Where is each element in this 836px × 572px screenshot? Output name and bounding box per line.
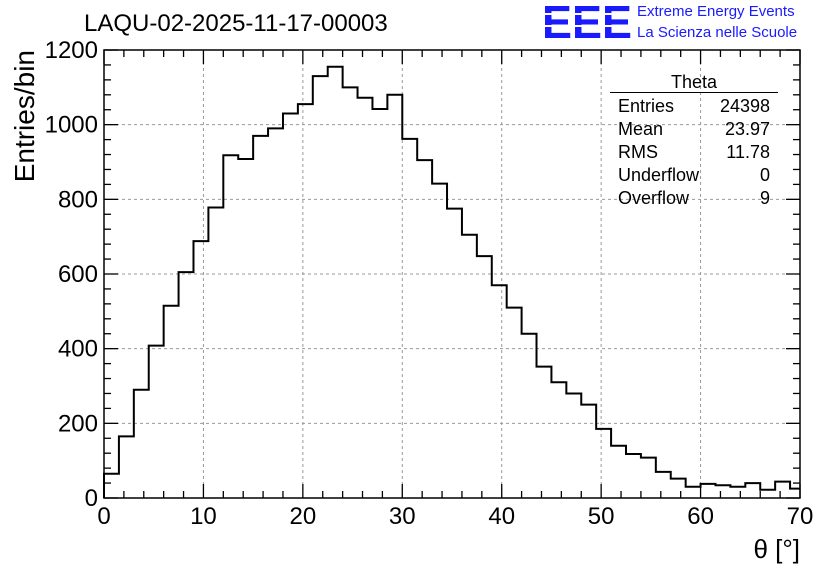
histogram-bin: [372, 109, 387, 498]
histogram-bin: [208, 208, 223, 498]
chart-title: LAQU-02-2025-11-17-00003: [84, 10, 388, 37]
x-tick-label: 70: [787, 503, 814, 530]
histogram-bin: [417, 160, 432, 498]
stats-label: Mean: [618, 119, 664, 139]
histogram-bin: [641, 458, 656, 498]
histogram-bin: [343, 87, 358, 498]
histogram-bin: [790, 489, 800, 498]
logo-line-1: Extreme Energy Events: [637, 3, 795, 20]
histogram-bin: [686, 487, 701, 498]
stats-value: 9: [759, 188, 770, 208]
x-tick-label: 20: [290, 503, 317, 530]
histogram-bin: [760, 490, 775, 498]
histogram-bin: [298, 104, 313, 498]
histogram-bin: [581, 405, 596, 498]
grid-lines: [104, 50, 800, 498]
tick-labels: 0 10 20 30 40 50 60 70 0 200 400 600 800 1000 1200: [45, 37, 814, 530]
histogram-bin: [179, 272, 194, 498]
stats-row-mean: Mean 23.97: [610, 118, 778, 141]
stats-row-overflow: Overflow 9: [610, 187, 778, 210]
histogram-bin: [701, 484, 716, 498]
stats-value: 11.78: [726, 142, 770, 162]
histogram-bin: [626, 454, 641, 498]
stats-row-underflow: Underflow 0: [610, 164, 778, 187]
stats-label: Overflow: [618, 188, 690, 208]
y-axis-label: Entries/bin: [9, 50, 40, 182]
eee-logo-mark: EEE: [542, 0, 632, 48]
histogram-bin: [134, 390, 149, 498]
histogram-bin: [238, 159, 253, 498]
stats-value: 23.97: [724, 119, 770, 139]
stats-row-entries: Entries 24398: [610, 95, 778, 118]
histogram-bin: [149, 346, 164, 498]
x-tick-label: 10: [190, 503, 217, 530]
y-tick-label: 200: [58, 410, 98, 437]
y-tick-label: 400: [58, 336, 98, 363]
y-tick-label: 0: [85, 485, 98, 512]
histogram-bin: [730, 487, 745, 498]
histogram-bin: [387, 95, 402, 498]
histogram-bin: [268, 128, 283, 498]
histogram-bin: [671, 479, 686, 498]
x-tick-label: 50: [588, 503, 615, 530]
histogram-bin: [507, 308, 522, 498]
histogram-bin: [537, 367, 552, 498]
histogram-bin: [775, 482, 790, 498]
histogram-bin: [715, 485, 730, 498]
x-tick-label: 60: [687, 503, 714, 530]
histogram-bin: [656, 472, 671, 498]
histogram-bin: [313, 76, 328, 498]
histogram-bin: [193, 241, 208, 498]
histogram-bin: [283, 113, 298, 498]
x-tick-label: 40: [488, 503, 515, 530]
svg-text:EEE: EEE: [542, 0, 632, 44]
stats-value: 24398: [719, 96, 770, 116]
logo-line-2: La Scienza nelle Scuole: [637, 24, 798, 41]
stats-row-rms: RMS 11.78: [610, 141, 778, 164]
histogram-bin: [104, 474, 119, 498]
y-tick-label: 800: [58, 186, 98, 213]
histogram-bin: [119, 436, 134, 498]
stats-box: Theta Entries 24398 Mean 23.97 RMS 11.78…: [610, 72, 778, 210]
x-tick-label: 0: [97, 503, 110, 530]
histogram-bin: [596, 429, 611, 498]
histogram-bin: [492, 285, 507, 498]
histogram-bin: [328, 67, 343, 498]
histogram-bin: [522, 334, 537, 498]
histogram-bin: [253, 136, 268, 498]
histogram-bin: [358, 98, 373, 498]
stats-value: 0: [759, 165, 770, 185]
histogram-bin: [164, 306, 179, 498]
histogram-bin: [477, 256, 492, 498]
stats-title: Theta: [610, 72, 778, 93]
histogram-bin: [223, 155, 238, 498]
eee-logo: EEE: [542, 0, 634, 49]
histogram-outline: [103, 65, 800, 498]
y-tick-label: 1000: [45, 112, 98, 139]
histogram-bin: [432, 184, 447, 498]
histogram-bin: [551, 382, 566, 498]
stats-label: Entries: [618, 96, 675, 116]
histogram-bin: [611, 446, 626, 498]
x-axis-label: θ [°]: [753, 534, 800, 564]
y-tick-label: 1200: [45, 37, 98, 64]
axis-ticks: [103, 49, 801, 499]
histogram-bin: [402, 139, 417, 498]
histogram-bin: [447, 209, 462, 498]
histogram-bin: [566, 393, 581, 498]
x-tick-label: 30: [389, 503, 416, 530]
y-tick-label: 600: [58, 261, 98, 288]
histogram-bin: [745, 483, 760, 498]
stats-label: Underflow: [618, 165, 700, 185]
stats-label: RMS: [618, 142, 658, 162]
